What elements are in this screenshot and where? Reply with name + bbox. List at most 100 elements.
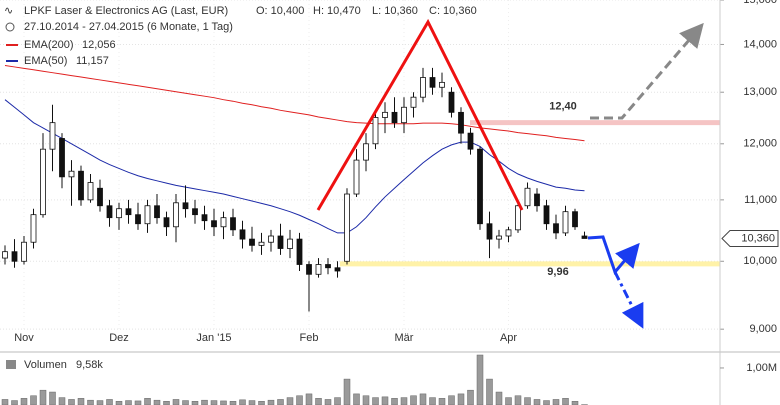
candle-body — [439, 81, 445, 88]
candle-body — [581, 235, 588, 239]
candle-body — [496, 235, 502, 240]
volume-bar — [410, 395, 417, 405]
volume-bar — [239, 399, 246, 405]
candle-body — [11, 251, 18, 262]
candle-body — [87, 182, 94, 201]
volume-bar — [286, 397, 294, 405]
candle-body — [553, 223, 559, 234]
volume-bar — [362, 395, 370, 405]
volume-bar — [106, 399, 113, 405]
volume-bar — [438, 398, 446, 405]
volume-bar — [343, 378, 351, 405]
y-tick-label: 11,000 — [744, 194, 777, 206]
volume-bar — [419, 393, 427, 405]
candle-body — [49, 122, 56, 150]
bounce-arrow — [587, 235, 640, 275]
candle-body — [420, 77, 426, 98]
volume-bar — [1, 399, 9, 405]
volume-bar — [163, 401, 170, 405]
volume-bar — [400, 397, 408, 405]
candle-body — [353, 159, 360, 195]
candle-body — [2, 251, 8, 259]
chart-icon: ∿ — [4, 5, 13, 17]
candle-body — [59, 138, 65, 178]
candle-body — [277, 235, 284, 249]
legend-value: 11,157 — [76, 55, 109, 67]
volume-bar — [172, 399, 180, 405]
volume-bar — [125, 400, 132, 405]
candle-body — [401, 106, 407, 124]
candle-body — [154, 205, 160, 219]
candle-body — [334, 267, 341, 272]
candle-body — [268, 235, 274, 243]
volume-bar — [514, 395, 522, 405]
candle-body — [78, 170, 84, 201]
candle-body — [125, 208, 132, 216]
volume-bar — [476, 354, 484, 405]
legend: EMA(200) 12,056 EMA(50) 11,157 — [6, 39, 116, 67]
volume-bar — [372, 397, 379, 405]
candle-body — [524, 187, 531, 207]
x-tick-label: Feb — [300, 332, 319, 344]
volume-bar — [267, 399, 275, 405]
legend-value: 12,056 — [82, 39, 116, 51]
candle-body — [97, 187, 103, 207]
legend-label: EMA(50) — [24, 55, 67, 67]
quote-high: H: 10,470 — [313, 5, 361, 17]
candle-body — [448, 91, 455, 113]
volume-bar — [296, 395, 303, 405]
candle-body — [572, 211, 578, 228]
volume-bar — [30, 395, 37, 405]
candle-body — [458, 111, 464, 134]
candle-body — [211, 220, 217, 228]
volume-bar — [505, 397, 512, 405]
quote-close: C: 10,360 — [429, 5, 477, 17]
y-tick-label: 9,000 — [749, 323, 777, 335]
candles: 10,360 — [2, 67, 779, 312]
candle-body — [116, 208, 122, 219]
candle-body — [192, 208, 198, 216]
volume-bar — [571, 401, 579, 405]
volume-panel: 1,00M Volumen 9,58k — [1, 354, 777, 405]
candle-body — [391, 111, 398, 124]
volume-last: 9,58k — [76, 359, 103, 371]
volume-bar — [134, 400, 142, 405]
candle-body — [249, 238, 255, 246]
candle-body — [163, 217, 170, 228]
candle-body — [505, 229, 512, 237]
candle-body — [543, 205, 550, 225]
y-tick-label: 10,000 — [743, 255, 777, 267]
quote-low: L: 10,360 — [372, 5, 418, 17]
volume-bar — [87, 399, 94, 405]
volume-bar — [201, 399, 208, 405]
grid: 9,000 10,000 11,000 12,000 13,000 14,000 15,00… — [0, 0, 777, 344]
level-label: 12,40 — [549, 101, 577, 113]
ema-line — [4, 99, 585, 234]
volume-bar — [11, 400, 18, 405]
price-tag-label: 10,360 — [741, 232, 775, 244]
volume-bar — [448, 395, 455, 405]
candle-body — [144, 205, 151, 225]
header: ∿ LPKF Laser & Electronics AG (Last, EUR… — [4, 5, 477, 33]
x-tick-label: Apr — [500, 332, 517, 344]
candle-body — [429, 77, 436, 88]
volume-legend: Volumen — [24, 359, 67, 371]
candle-body — [135, 214, 141, 225]
quote-open: O: 10,400 — [256, 5, 304, 17]
y-tick-label: 14,000 — [743, 38, 777, 50]
candle-body — [515, 205, 521, 231]
candle-body — [68, 170, 75, 178]
volume-bar — [315, 398, 322, 405]
volume-bar — [144, 398, 151, 405]
y-tick-label: 12,000 — [743, 138, 777, 150]
candle-body — [486, 223, 493, 240]
candle-body — [382, 111, 388, 118]
volume-bar — [533, 399, 541, 405]
volume-bar — [77, 398, 85, 405]
volume-bar — [210, 400, 218, 405]
x-tick-label: Dez — [109, 332, 129, 344]
x-tick-label: Mär — [395, 332, 414, 344]
candle-body — [287, 238, 293, 249]
volume-bar — [334, 397, 341, 405]
